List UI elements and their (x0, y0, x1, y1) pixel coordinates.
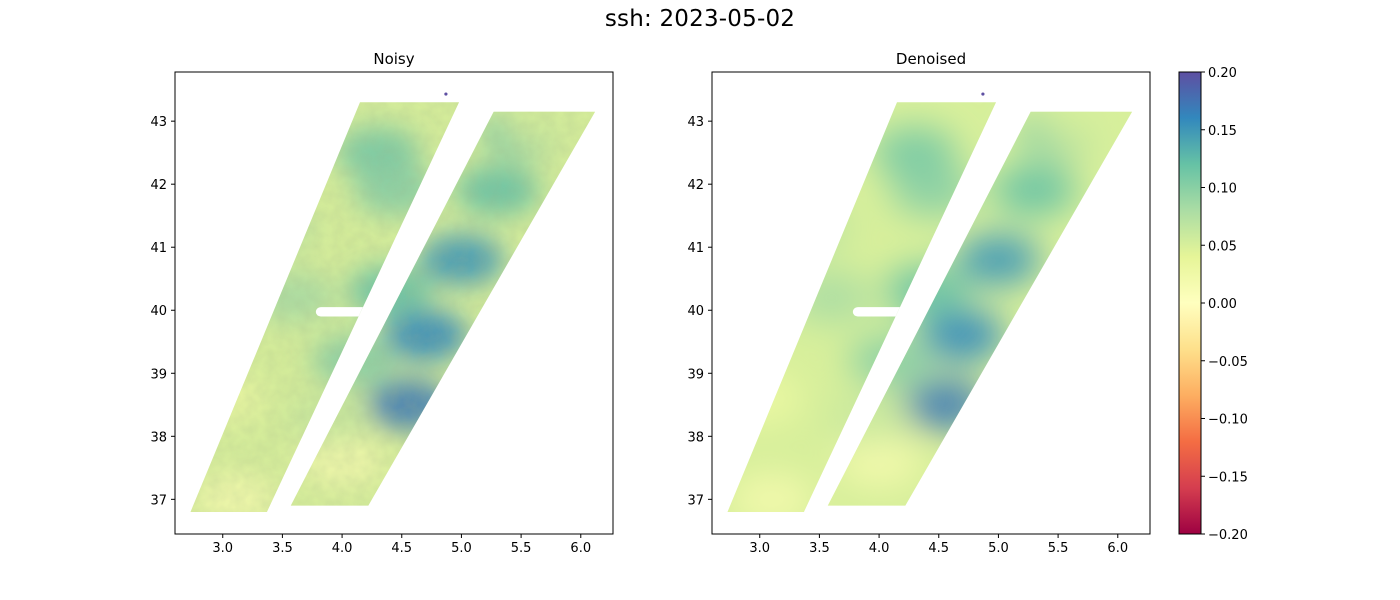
ssh-feature (729, 473, 814, 512)
ssh-feature (1039, 102, 1124, 148)
y-tick-label: 40 (150, 304, 167, 319)
missing-data-gap (852, 307, 906, 317)
colorbar-tick-label: −0.10 (1208, 413, 1248, 428)
colorbar-tick-label: 0.20 (1208, 66, 1237, 81)
ssh-feature (228, 202, 313, 255)
x-tick-label: 5.0 (988, 541, 1009, 556)
colorbar-tick-label: −0.05 (1208, 355, 1248, 370)
y-tick-label: 43 (687, 115, 704, 130)
y-tick-label: 38 (687, 430, 704, 445)
x-tick-label: 3.0 (749, 541, 770, 556)
y-tick-label: 41 (150, 241, 167, 256)
ssh-feature (902, 378, 987, 431)
colorbar-tick-label: 0.15 (1208, 124, 1237, 139)
y-tick-label: 38 (150, 430, 167, 445)
axes-frame (711, 71, 1151, 535)
ssh-field (190, 102, 596, 512)
axes-2: Denoised 3.0 3.5 4.0 4.5 5.0 5.5 6.0 37 38 39 40 41 4… (687, 50, 1151, 556)
ssh-feature (956, 233, 1041, 286)
noise-texture (190, 102, 596, 512)
ssh-feature (992, 164, 1077, 217)
x-tick-label: 6.0 (1107, 541, 1128, 556)
y-tick-label: 40 (687, 304, 704, 319)
ssh-feature (890, 164, 975, 217)
ssh-feature (837, 435, 922, 488)
x-tick-label: 4.5 (391, 541, 412, 556)
axes-title: Denoised (896, 50, 966, 68)
ssh-feature (727, 372, 802, 425)
y-tick-label: 37 (150, 493, 167, 508)
ssh-feature (765, 202, 850, 255)
x-tick-label: 5.5 (1048, 541, 1069, 556)
ssh-feature (825, 391, 910, 444)
y-tick-label: 39 (150, 367, 167, 382)
x-tick-label: 4.0 (332, 541, 353, 556)
y-tick-label: 42 (687, 178, 704, 193)
ssh-feature (849, 334, 934, 387)
y-tick-label: 39 (687, 367, 704, 382)
y-tick-label: 43 (150, 115, 167, 130)
missing-data-gap (315, 307, 369, 317)
x-tick-label: 3.5 (809, 541, 830, 556)
colorbar-gradient (1179, 72, 1201, 534)
colorbar-tick-label: 0.05 (1208, 239, 1237, 254)
y-tick-label: 37 (687, 493, 704, 508)
colorbar-tick-label: −0.15 (1208, 470, 1248, 485)
figure-title: ssh: 2023-05-02 (604, 6, 796, 32)
axes-title: Noisy (373, 50, 414, 68)
x-tick-label: 5.5 (511, 541, 532, 556)
ssh-feature (920, 309, 1005, 362)
x-tick-label: 4.5 (928, 541, 949, 556)
x-tick-label: 5.0 (451, 541, 472, 556)
y-tick-label: 42 (150, 178, 167, 193)
colorbar-tick-label: −0.20 (1208, 528, 1248, 543)
colorbar-tick-label: 0.10 (1208, 182, 1237, 197)
marker-point (444, 92, 448, 96)
x-tick-label: 3.0 (212, 541, 233, 556)
ssh-field (727, 102, 1133, 512)
x-tick-label: 4.0 (869, 541, 890, 556)
y-tick-label: 41 (687, 241, 704, 256)
x-tick-label: 6.0 (570, 541, 591, 556)
axes-frame (174, 71, 614, 535)
colorbar-tick-label: 0.00 (1208, 297, 1237, 312)
x-tick-label: 3.5 (272, 541, 293, 556)
axes-1: Noisy 3.0 3.5 4.0 4.5 5.0 5.5 6.0 37 38 39 40 41 42 43 (150, 50, 614, 556)
colorbar: 0.20 0.15 0.10 0.05 0.00 −0.05 −0.10 −0.15 −0.20 (1178, 66, 1248, 543)
marker-point (981, 92, 985, 96)
